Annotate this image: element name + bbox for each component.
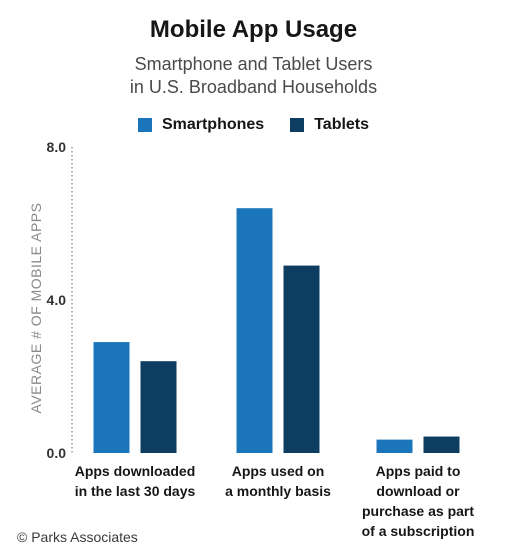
x-category-label-line: Apps downloaded [75,463,196,479]
credit-text: © Parks Associates [17,529,138,545]
chart-subtitle-line-2: in U.S. Broadband Households [129,77,378,97]
x-category-label-line: Apps used on [232,463,325,479]
legend-label-tablets: Tablets [314,116,370,133]
y-axis-title: AVERAGE # OF MOBILE APPS [28,203,44,414]
bar-smartphones [376,439,413,453]
chart-subtitle-line-1: Smartphone and Tablet Users [134,54,373,74]
x-category-label-line: in the last 30 days [75,483,196,499]
chart-title: Mobile App Usage [149,16,358,43]
bar-tablets [140,361,177,453]
legend-item-tablets: Tablets [290,116,369,134]
legend-swatch-tablets [290,118,305,132]
x-category-label: Apps paid to download or purchase as part o… [362,463,475,539]
x-category-label-line: download or [376,483,460,499]
bar-smartphones [93,342,130,453]
bar-tablets [423,436,460,453]
x-category-label-line: a monthly basis [225,483,331,499]
y-tick-label: 4.0 [47,292,67,308]
x-category-label-line: Apps paid to [376,463,461,479]
y-tick-label: 8.0 [47,139,67,155]
legend-label-smartphones: Smartphones [161,116,265,133]
bar-smartphones [236,208,273,453]
x-category-label-line: purchase as part [362,503,474,519]
x-category-label: Apps downloaded in the last 30 days [75,463,196,499]
bar-tablets [283,265,320,453]
legend-item-smartphones: Smartphones [137,116,265,134]
x-category-label: Apps used on a monthly basis [225,463,331,499]
legend-swatch-smartphones [137,118,152,132]
x-category-label-line: of a subscription [362,523,475,539]
y-tick-label: 0.0 [47,445,67,461]
legend: Smartphones Tablets [0,116,507,134]
